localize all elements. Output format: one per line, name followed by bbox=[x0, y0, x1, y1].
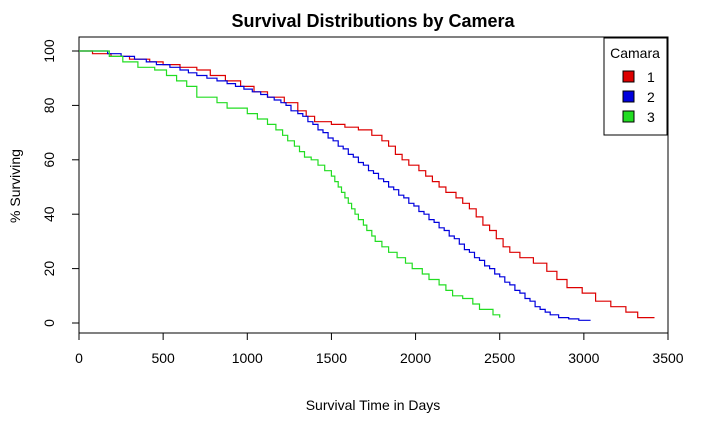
legend-swatch-2 bbox=[622, 90, 635, 103]
legend-swatch-1 bbox=[622, 70, 635, 83]
series-group bbox=[79, 50, 655, 321]
y-axis-label: % Surviving bbox=[7, 149, 23, 223]
y-axis: 0 20 40 60 80 100 bbox=[41, 39, 79, 327]
legend-label-1: 1 bbox=[647, 69, 655, 85]
legend: Camara 1 2 3 bbox=[603, 37, 668, 136]
y-tick-label: 100 bbox=[41, 39, 57, 63]
legend-title: Camara bbox=[610, 45, 660, 61]
series-line-3 bbox=[79, 50, 501, 318]
legend-label-3: 3 bbox=[647, 109, 655, 125]
legend-items: 1 2 3 bbox=[622, 69, 655, 125]
x-axis: 0 500 1000 1500 2000 2500 3000 3500 bbox=[75, 333, 684, 366]
series-line-1 bbox=[79, 50, 655, 319]
series-line-2 bbox=[79, 50, 591, 321]
x-tick-label: 1500 bbox=[316, 350, 347, 366]
legend-box bbox=[603, 37, 668, 136]
chart-title: Survival Distributions by Camera bbox=[231, 11, 515, 31]
x-axis-label: Survival Time in Days bbox=[306, 397, 441, 413]
x-tick-label: 3500 bbox=[652, 350, 683, 366]
plot-frame bbox=[78, 36, 669, 334]
x-tick-label: 3000 bbox=[568, 350, 599, 366]
legend-label-2: 2 bbox=[647, 89, 655, 105]
y-tick-label: 80 bbox=[41, 97, 57, 113]
y-tick-label: 60 bbox=[41, 152, 57, 168]
y-tick-label: 0 bbox=[41, 319, 57, 327]
x-tick-label: 500 bbox=[151, 350, 175, 366]
x-tick-label: 0 bbox=[75, 350, 83, 366]
x-tick-label: 2500 bbox=[484, 350, 515, 366]
x-tick-label: 2000 bbox=[400, 350, 431, 366]
y-tick-label: 40 bbox=[41, 206, 57, 222]
legend-swatch-3 bbox=[622, 110, 635, 123]
x-tick-label: 1000 bbox=[232, 350, 263, 366]
y-tick-label: 20 bbox=[41, 261, 57, 277]
